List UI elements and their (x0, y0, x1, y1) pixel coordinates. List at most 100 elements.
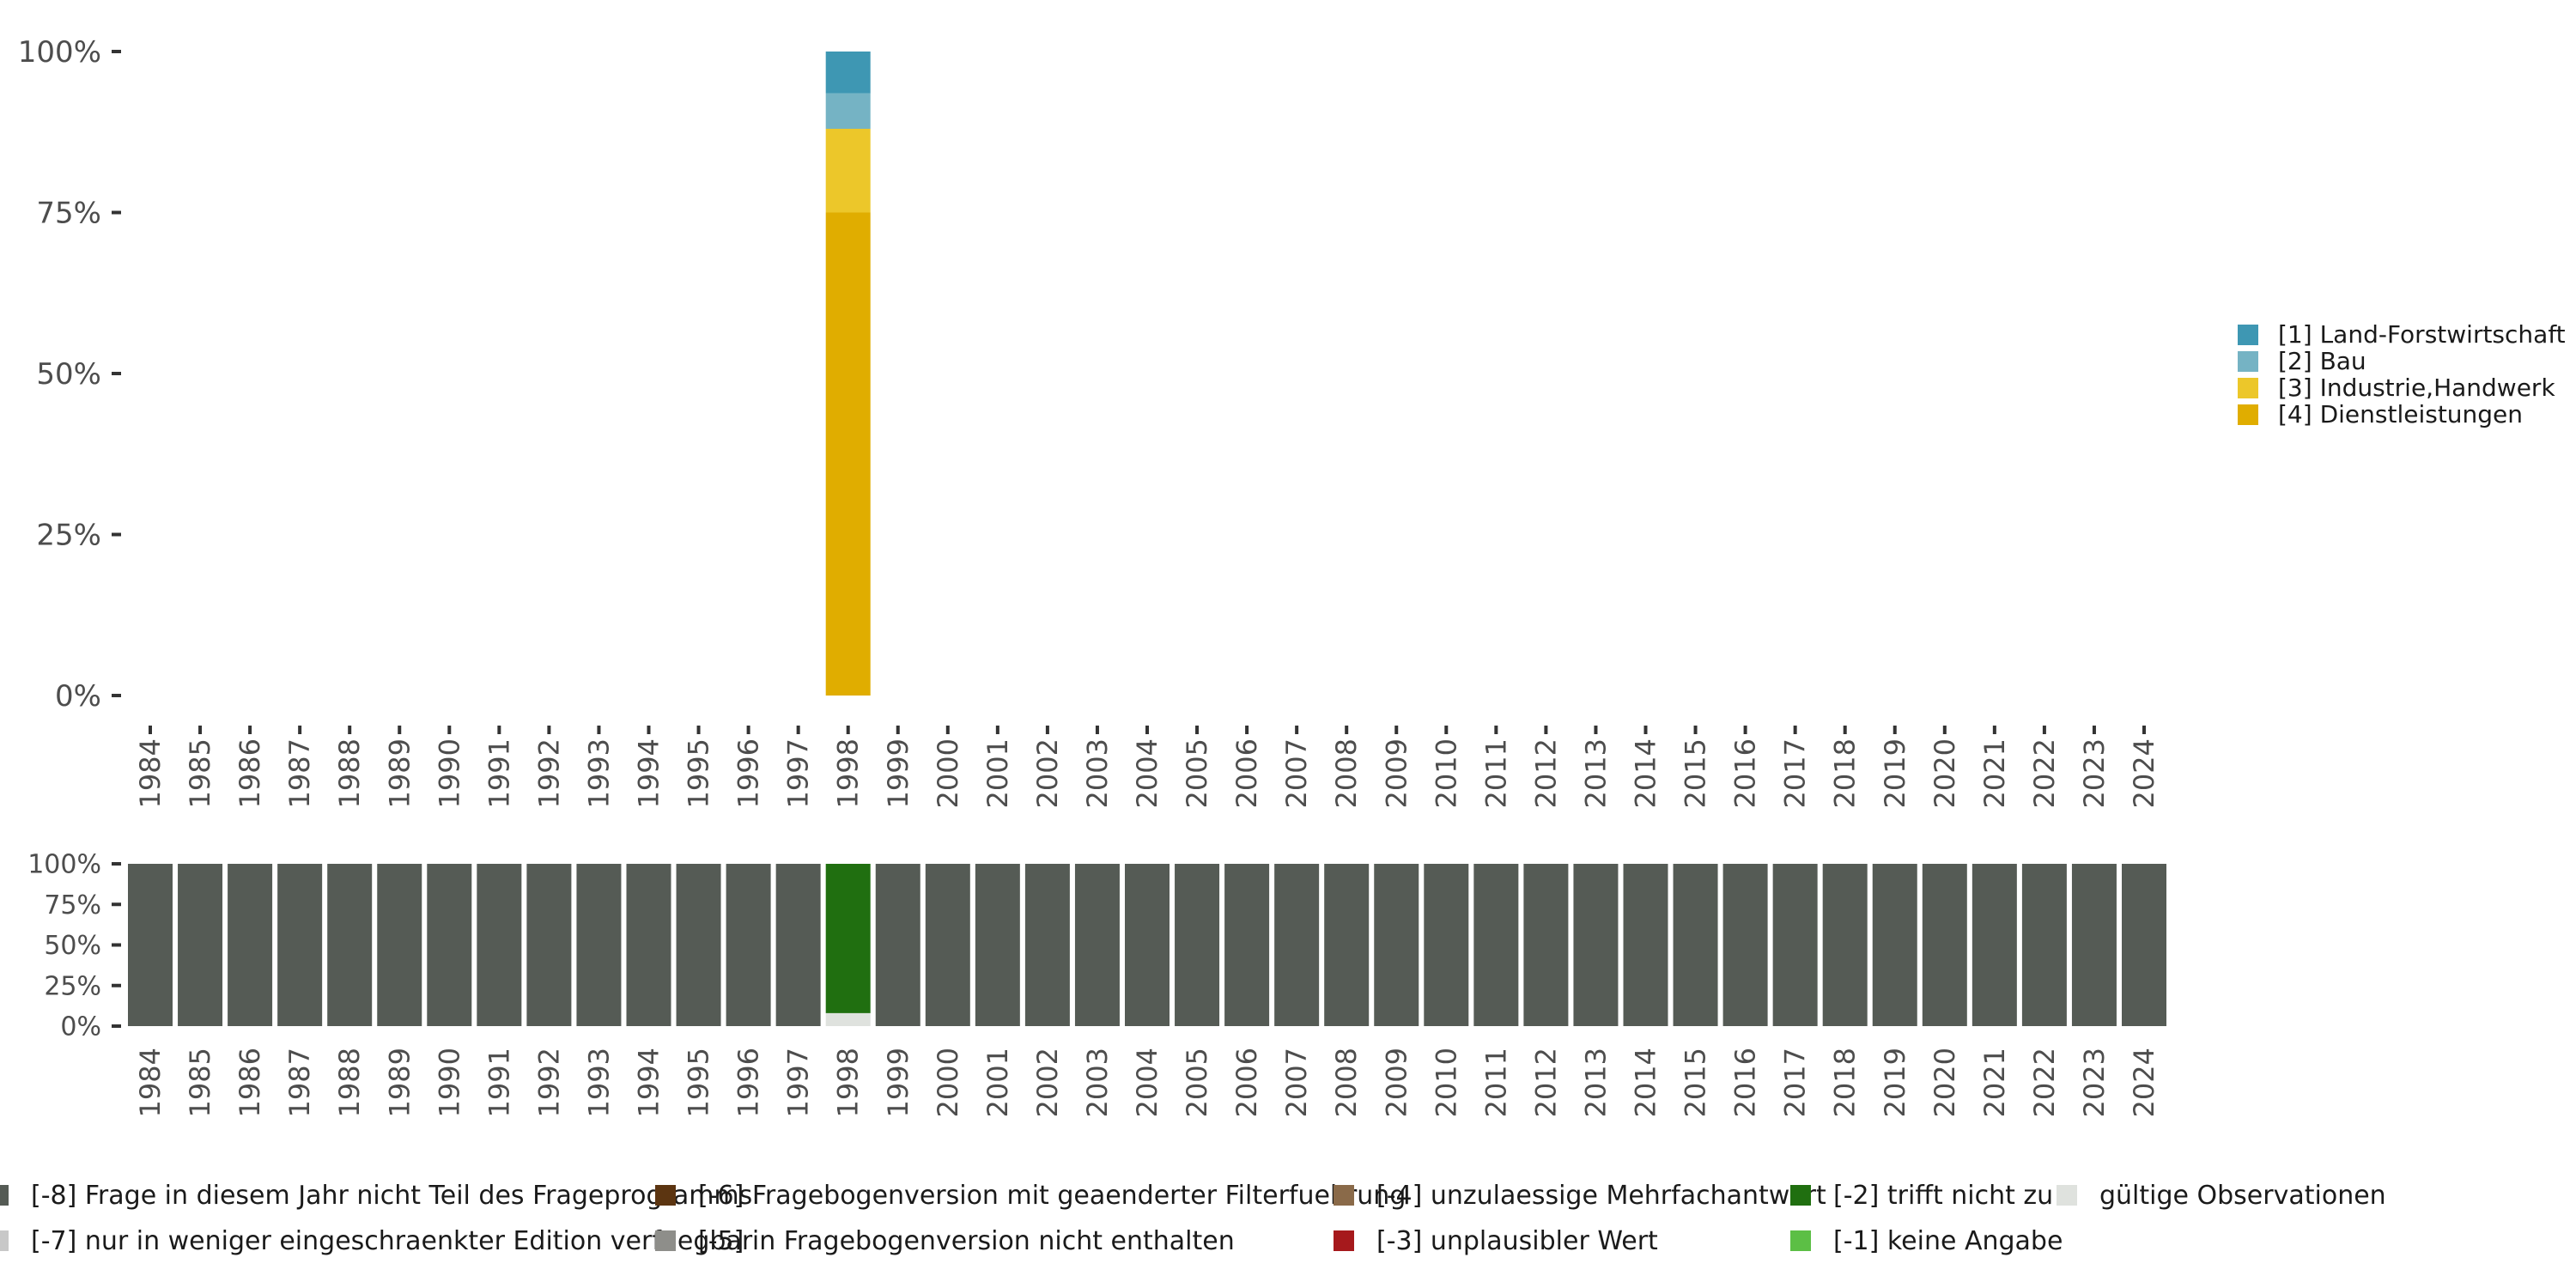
x-tick-label: 2012 (1529, 738, 1562, 808)
bar-segment (1722, 864, 1768, 1026)
x-tick-label: 2009 (1380, 738, 1413, 808)
x-tick-label: 1999 (882, 1048, 914, 1117)
legend-label: [-7] nur in weniger eingeschraenkter Edi… (31, 1226, 753, 1256)
legend-swatch (1334, 1185, 1354, 1206)
y-tick-label: 75% (44, 890, 101, 920)
legend-label: [1] Land-Forstwirtschaft (2278, 320, 2566, 349)
x-tick-label: 1992 (532, 738, 565, 808)
x-tick-label: 1986 (234, 1048, 266, 1117)
x-tick-label: 2011 (1479, 1048, 1512, 1117)
x-tick-label: 2014 (1630, 738, 1662, 808)
bar-segment (1872, 864, 1917, 1026)
legend-label: gültige Observationen (2099, 1181, 2386, 1211)
bar-segment (1074, 864, 1120, 1026)
y-tick-label: 100% (18, 35, 101, 70)
x-tick-label: 1999 (882, 738, 914, 808)
bar-segment (2021, 864, 2067, 1026)
bar-segment (377, 864, 422, 1026)
x-tick-label: 2001 (981, 738, 1014, 808)
bar-segment (1772, 864, 1818, 1026)
x-tick-label: 2007 (1280, 1048, 1313, 1117)
x-tick-label: 1995 (683, 738, 715, 808)
bar-segment (825, 212, 871, 696)
bar-segment (128, 864, 173, 1026)
x-tick-label: 2024 (2128, 738, 2160, 808)
x-tick-label: 1991 (483, 738, 515, 808)
x-tick-label: 1988 (333, 738, 366, 808)
bar-segment (726, 864, 771, 1026)
bar-segment (1374, 864, 1419, 1026)
bar-segment (626, 864, 671, 1026)
x-tick-label: 2023 (2078, 738, 2111, 808)
x-tick-label: 2006 (1230, 1048, 1263, 1117)
x-tick-label: 2009 (1380, 1048, 1413, 1117)
x-tick-label: 1997 (782, 738, 815, 808)
x-tick-label: 1990 (433, 1048, 465, 1117)
bar-segment (825, 52, 871, 94)
legend-label: [-1] keine Angabe (1833, 1226, 2063, 1256)
x-tick-label: 2014 (1630, 1048, 1662, 1117)
bar-segment (1922, 864, 1967, 1026)
y-tick-label: 25% (44, 971, 101, 1001)
bar-segment (526, 864, 572, 1026)
bar-segment (1523, 864, 1569, 1026)
x-tick-label: 2020 (1929, 1048, 1961, 1117)
x-tick-label: 1994 (633, 1048, 665, 1117)
legend-swatch (655, 1230, 676, 1251)
x-tick-label: 2003 (1081, 1048, 1114, 1117)
x-tick-label: 2021 (1978, 738, 2011, 808)
legend-label: [4] Dienstleistungen (2278, 400, 2523, 428)
x-tick-label: 1987 (283, 1048, 316, 1117)
x-tick-label: 1996 (732, 1048, 765, 1117)
x-tick-label: 2015 (1680, 1048, 1712, 1117)
bar-segment (277, 864, 323, 1026)
x-tick-label: 2005 (1181, 1048, 1213, 1117)
y-tick-label: 100% (27, 850, 101, 880)
bottom-legend: [-8] Frage in diesem Jahr nicht Teil des… (0, 1181, 2386, 1256)
legend-swatch (2238, 378, 2258, 398)
y-tick-label: 50% (44, 931, 101, 961)
x-tick-label: 1989 (383, 1048, 416, 1117)
y-tick-label: 50% (36, 357, 101, 392)
y-tick-label: 0% (60, 1012, 101, 1042)
legend-swatch (1334, 1230, 1354, 1251)
x-tick-label: 2002 (1031, 738, 1064, 808)
legend-swatch (0, 1230, 9, 1251)
x-tick-label: 1985 (184, 1048, 216, 1117)
bar-segment (676, 864, 721, 1026)
legend-label: [-2] trifft nicht zu (1833, 1181, 2053, 1211)
x-tick-label: 2003 (1081, 738, 1114, 808)
x-tick-label: 2024 (2128, 1048, 2160, 1117)
bar-segment (1274, 864, 1320, 1026)
legend-swatch (0, 1185, 9, 1206)
x-tick-label: 2008 (1330, 738, 1363, 808)
bar-segment (228, 864, 273, 1026)
bar-segment (2122, 864, 2166, 1026)
x-tick-label: 2018 (1829, 738, 1862, 808)
x-tick-label: 2012 (1529, 1048, 1562, 1117)
legend-label: [-6] Fragebogenversion mit geaenderter F… (698, 1181, 1406, 1211)
bar-segment (775, 864, 821, 1026)
x-tick-label: 2020 (1929, 738, 1961, 808)
x-tick-label: 2017 (1779, 1048, 1812, 1117)
legend-label: [-5] in Fragebogenversion nicht enthalte… (698, 1226, 1235, 1256)
legend-label: [3] Industrie,Handwerk (2278, 374, 2555, 402)
x-tick-label: 2010 (1430, 738, 1462, 808)
x-tick-label: 2010 (1430, 1048, 1462, 1117)
y-tick-label: 75% (36, 196, 101, 230)
bar-segment (1473, 864, 1519, 1026)
x-tick-label: 2023 (2078, 1048, 2111, 1117)
bar-segment (875, 864, 920, 1026)
x-tick-label: 2016 (1729, 738, 1762, 808)
x-tick-label: 2013 (1579, 1048, 1612, 1117)
bar-segment (2071, 864, 2117, 1026)
bar-segment (1224, 864, 1270, 1026)
legend-swatch (2238, 325, 2258, 345)
x-tick-label: 1984 (134, 1048, 167, 1117)
x-tick-label: 1989 (383, 738, 416, 808)
legend-swatch (1790, 1230, 1811, 1251)
bar-segment (576, 864, 622, 1026)
x-tick-label: 1997 (782, 1048, 815, 1117)
bar-segment (178, 864, 223, 1026)
bar-segment (427, 864, 472, 1026)
